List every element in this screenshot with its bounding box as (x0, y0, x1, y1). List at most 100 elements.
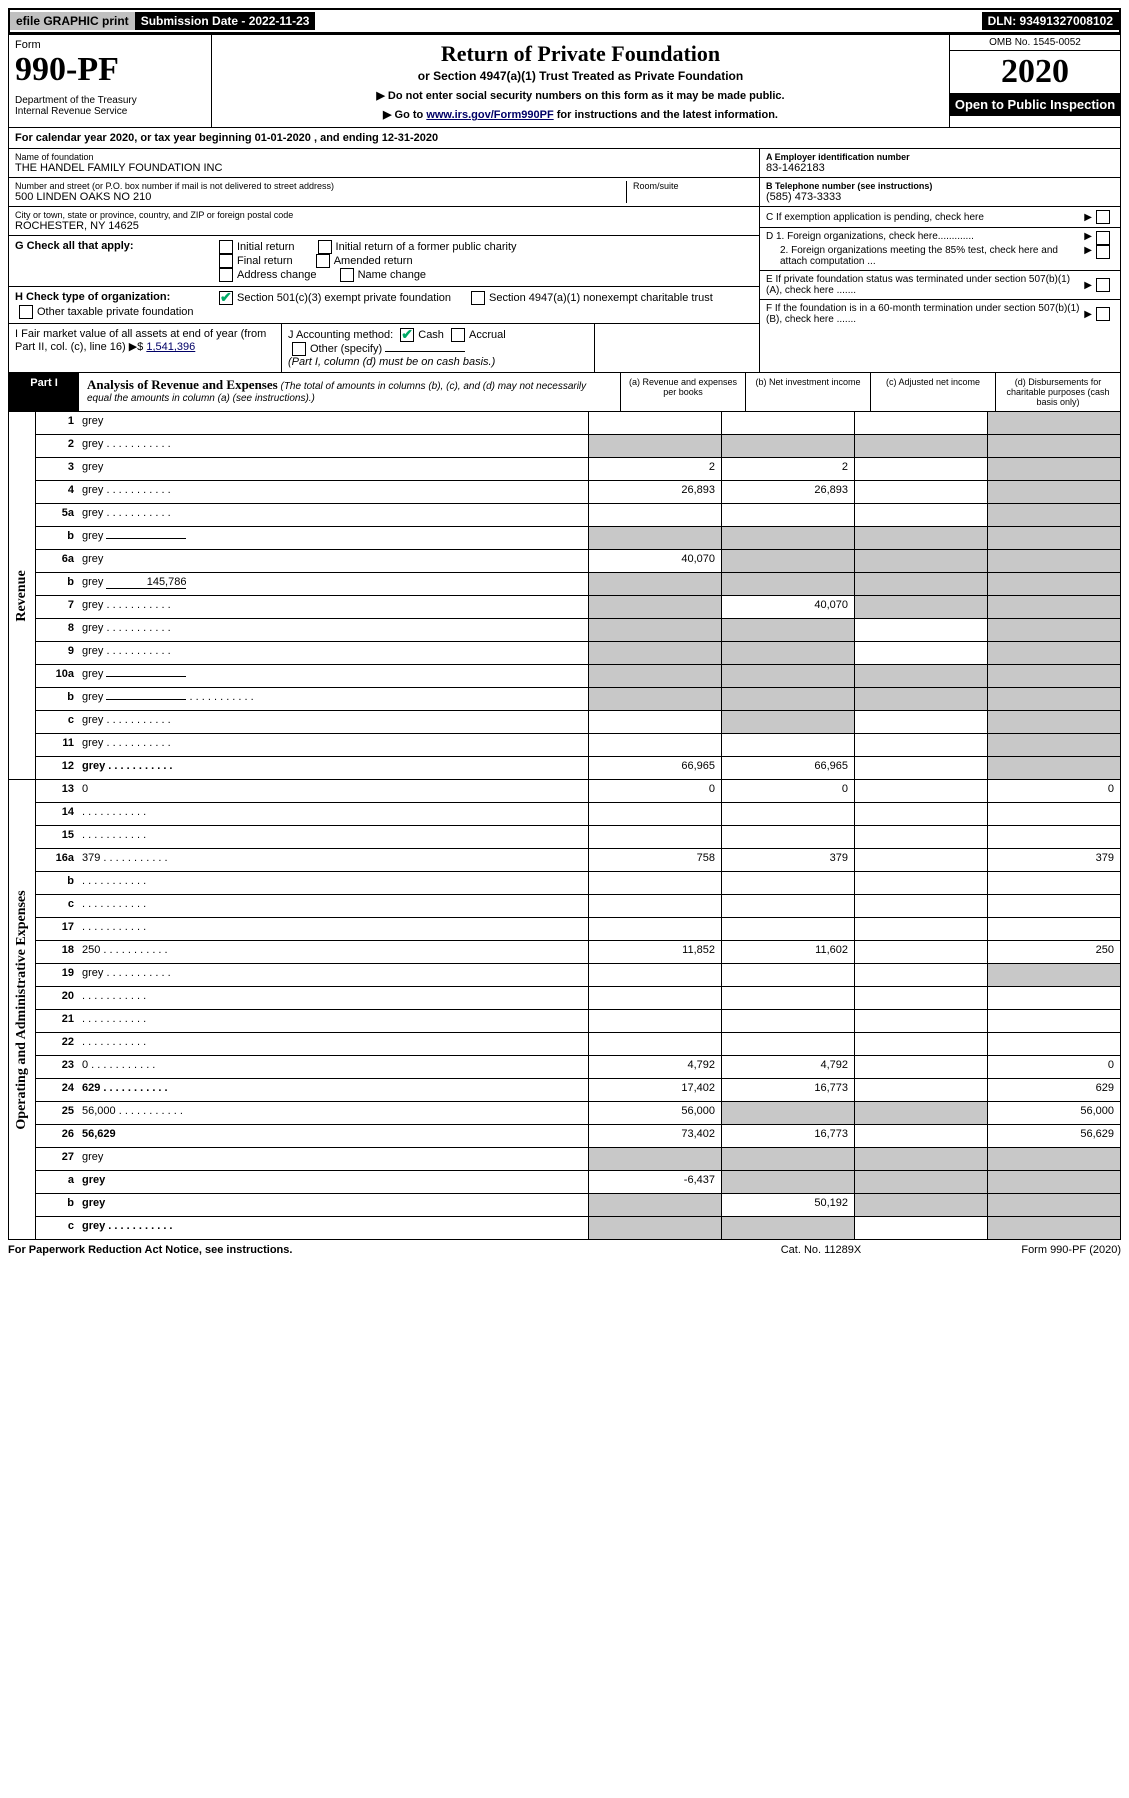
value-cell: 66,965 (721, 757, 854, 779)
line-description: grey (78, 1148, 588, 1170)
line-number: 3 (36, 458, 78, 480)
value-cell: 0 (721, 780, 854, 802)
info-grid: Name of foundation THE HANDEL FAMILY FOU… (8, 149, 1121, 373)
checkbox-d1[interactable] (1096, 231, 1110, 245)
checkbox-other-method[interactable] (292, 342, 306, 356)
value-cell (987, 1194, 1120, 1216)
instructions-link[interactable]: www.irs.gov/Form990PF (426, 109, 553, 121)
checkbox-initial-former[interactable] (318, 240, 332, 254)
value-cell (987, 665, 1120, 687)
value-cell (854, 642, 987, 664)
value-cell (721, 1102, 854, 1124)
line-description: grey (78, 504, 588, 526)
line-number: 1 (36, 412, 78, 434)
line-description: grey 145,786 (78, 573, 588, 595)
table-row: 3grey22 (36, 458, 1120, 481)
value-cell: 0 (987, 1056, 1120, 1078)
checkbox-address-change[interactable] (219, 268, 233, 282)
line-description: grey (78, 642, 588, 664)
value-cell: 16,773 (721, 1079, 854, 1101)
revenue-label: Revenue (14, 570, 30, 621)
line-number: c (36, 711, 78, 733)
line-number: 12 (36, 757, 78, 779)
ijf-row: I Fair market value of all assets at end… (9, 324, 759, 372)
value-cell (854, 803, 987, 825)
value-cell (987, 619, 1120, 641)
line-description: 56,629 (78, 1125, 588, 1147)
omb-number: OMB No. 1545-0052 (950, 35, 1120, 51)
value-cell (588, 596, 721, 618)
checkbox-amended[interactable] (316, 254, 330, 268)
value-cell (854, 550, 987, 572)
checkbox-cash[interactable] (400, 328, 414, 342)
table-row: 19grey (36, 964, 1120, 987)
value-cell (588, 711, 721, 733)
checkbox-name-change[interactable] (340, 268, 354, 282)
table-row: 9grey (36, 642, 1120, 665)
line-number: 27 (36, 1148, 78, 1170)
fmv-link[interactable]: 1,541,396 (146, 341, 195, 353)
value-cell (987, 458, 1120, 480)
line-number: b (36, 688, 78, 710)
form-number: 990-PF (15, 51, 205, 89)
checkbox-d2[interactable] (1096, 245, 1110, 259)
value-cell: 4,792 (721, 1056, 854, 1078)
table-row: 22 (36, 1033, 1120, 1056)
value-cell: 4,792 (588, 1056, 721, 1078)
checkbox-initial-return[interactable] (219, 240, 233, 254)
value-cell (854, 688, 987, 710)
h-check-row: H Check type of organization: Section 50… (9, 287, 759, 324)
value-cell (987, 527, 1120, 549)
value-cell (721, 803, 854, 825)
line-description: 56,000 (78, 1102, 588, 1124)
value-cell: 50,192 (721, 1194, 854, 1216)
value-cell (721, 665, 854, 687)
checkbox-501c3[interactable] (219, 291, 233, 305)
value-cell (987, 481, 1120, 503)
value-cell (854, 757, 987, 779)
value-cell (987, 688, 1120, 710)
line-number: 2 (36, 435, 78, 457)
checkbox-other-taxable[interactable] (19, 305, 33, 319)
value-cell (721, 1010, 854, 1032)
checkbox-final-return[interactable] (219, 254, 233, 268)
line-description: grey (78, 964, 588, 986)
table-row: 11grey (36, 734, 1120, 757)
value-cell (854, 573, 987, 595)
checkbox-e[interactable] (1096, 278, 1110, 292)
value-cell: 11,602 (721, 941, 854, 963)
value-cell (588, 642, 721, 664)
line-number: 10a (36, 665, 78, 687)
table-row: 2462917,40216,773629 (36, 1079, 1120, 1102)
value-cell (987, 642, 1120, 664)
line-description: grey (78, 435, 588, 457)
checkbox-f[interactable] (1096, 307, 1110, 321)
line-number: 21 (36, 1010, 78, 1032)
checkbox-c[interactable] (1096, 210, 1110, 224)
value-cell (854, 1010, 987, 1032)
value-cell (854, 435, 987, 457)
part1-label: Part I (9, 373, 79, 411)
value-cell (588, 527, 721, 549)
efile-label[interactable]: efile GRAPHIC print (10, 12, 135, 30)
value-cell: 2 (721, 458, 854, 480)
line-description: grey (78, 596, 588, 618)
value-cell (854, 987, 987, 1009)
value-cell (854, 1171, 987, 1193)
value-cell (854, 734, 987, 756)
value-cell (987, 872, 1120, 894)
c-cell: C If exemption application is pending, c… (760, 207, 1120, 228)
value-cell (854, 481, 987, 503)
line-number: 9 (36, 642, 78, 664)
value-cell (854, 780, 987, 802)
table-row: 2656,62973,40216,77356,629 (36, 1125, 1120, 1148)
table-row: 20 (36, 987, 1120, 1010)
value-cell (588, 688, 721, 710)
checkbox-4947[interactable] (471, 291, 485, 305)
value-cell (987, 504, 1120, 526)
line-number: a (36, 1171, 78, 1193)
checkbox-accrual[interactable] (451, 328, 465, 342)
value-cell: 16,773 (721, 1125, 854, 1147)
table-row: 2304,7924,7920 (36, 1056, 1120, 1079)
line-number: 14 (36, 803, 78, 825)
